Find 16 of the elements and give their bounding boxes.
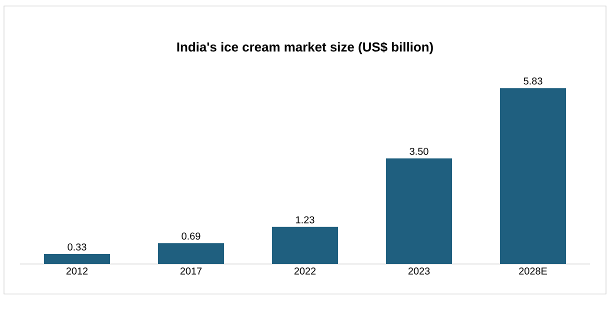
- data-label: 3.50: [410, 148, 428, 155]
- data-label: 1.23: [296, 216, 314, 224]
- bar: [272, 226, 338, 264]
- data-label: 5.83: [524, 78, 542, 85]
- x-tick-label: 2028E: [519, 268, 547, 275]
- x-tick-label: 2023: [408, 268, 430, 275]
- data-label: 0.33: [68, 243, 86, 251]
- x-tick-label: 2017: [180, 268, 202, 275]
- bar: [500, 88, 566, 264]
- bar: [158, 243, 224, 264]
- chart-title: India's ice cream market size (US$ billion): [177, 42, 433, 54]
- bar: [386, 158, 452, 264]
- x-tick-label: 2012: [66, 268, 88, 275]
- data-label: 0.69: [182, 232, 200, 240]
- bar: [44, 254, 110, 264]
- x-tick-label: 2022: [294, 268, 316, 275]
